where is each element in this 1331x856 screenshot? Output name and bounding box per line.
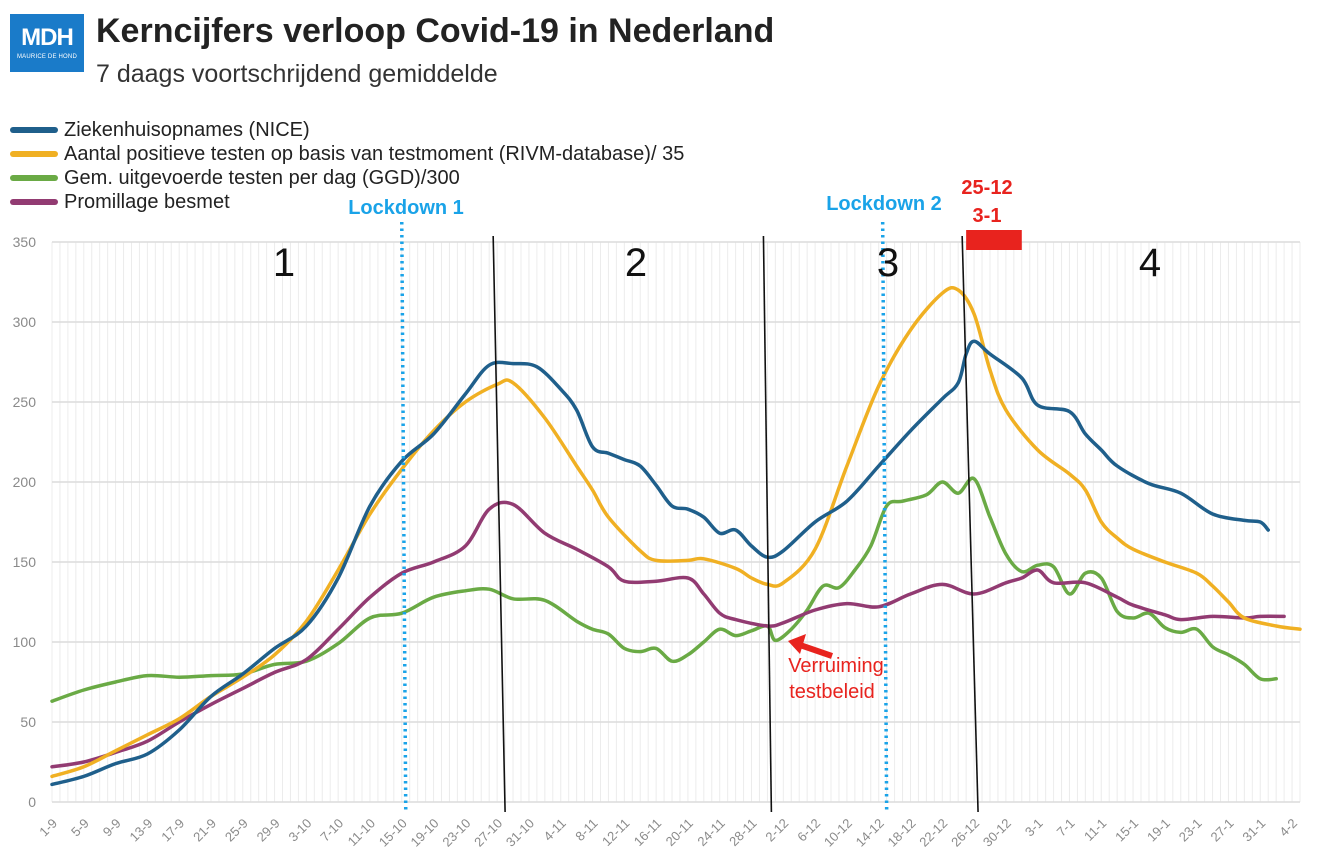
period-label: 4 xyxy=(1139,241,1161,285)
x-tick-label: 27-10 xyxy=(471,816,505,850)
x-tick-label: 9-9 xyxy=(100,816,124,840)
x-tick-label: 8-11 xyxy=(572,816,600,844)
arrow-shaft xyxy=(799,642,833,659)
legend-label: Ziekenhuisopnames (NICE) xyxy=(64,118,310,141)
legend-item: Aantal positieve testen op basis van tes… xyxy=(10,142,684,166)
x-tick-label: 4-2 xyxy=(1276,816,1300,840)
overlay-layer: Lockdown 1 Lockdown 2 25-12 3-1 1 2 3 4 Verruimi… xyxy=(273,177,1161,813)
x-tick-label: 7-1 xyxy=(1054,816,1078,840)
mdh-logo: MDH MAURICE DE HOND xyxy=(10,14,84,72)
x-tick-label: 10-12 xyxy=(821,816,855,850)
christmas-label-2: 3-1 xyxy=(973,205,1002,227)
period-divider xyxy=(961,235,979,813)
logo-mark: MDH xyxy=(21,24,74,51)
legend-item: Promillage besmet xyxy=(10,190,684,214)
x-tick-label: 25-9 xyxy=(222,816,251,845)
christmas-label-1: 25-12 xyxy=(961,177,1012,199)
x-tick-label: 4-11 xyxy=(541,816,569,844)
x-tick-label: 23-10 xyxy=(439,816,473,850)
x-tick-label: 31-10 xyxy=(503,816,537,850)
series-line-2 xyxy=(50,476,1278,703)
y-tick-label: 150 xyxy=(13,554,37,570)
legend-item: Ziekenhuisopnames (NICE) xyxy=(10,118,684,142)
chart-subtitle: 7 daags voortschrijdend gemiddelde xyxy=(96,60,498,88)
verruiming-label: Verruiming xyxy=(788,655,884,677)
y-tick-label: 350 xyxy=(13,234,37,250)
x-tick-label: 11-1 xyxy=(1081,816,1109,844)
x-tick-label: 11-10 xyxy=(345,816,378,849)
x-tick-label: 21-9 xyxy=(190,816,219,845)
x-tick-label: 2-12 xyxy=(762,816,791,845)
x-tick-label: 26-12 xyxy=(948,816,982,850)
x-tick-label: 15-1 xyxy=(1112,816,1141,845)
period-divider xyxy=(762,235,773,813)
series-line-3 xyxy=(50,500,1286,769)
x-tick-label: 13-9 xyxy=(126,816,155,845)
y-tick-label: 0 xyxy=(28,794,36,810)
x-tick-label: 16-11 xyxy=(631,816,664,849)
x-tick-label: 3-1 xyxy=(1022,816,1046,840)
x-tick-label: 20-11 xyxy=(663,816,696,849)
grid-layer xyxy=(51,241,1301,803)
y-tick-label: 250 xyxy=(13,394,37,410)
series-line-0 xyxy=(50,339,1270,787)
x-tick-label: 30-12 xyxy=(980,816,1014,850)
x-tick-label: 5-9 xyxy=(68,816,92,840)
x-tick-label: 27-1 xyxy=(1208,816,1237,845)
legend: Ziekenhuisopnames (NICE) Aantal positieve… xyxy=(10,118,684,214)
lockdown-1-label: Lockdown 1 xyxy=(348,197,464,219)
y-tick-label: 100 xyxy=(13,634,37,650)
x-tick-label: 6-12 xyxy=(794,816,823,845)
y-tick-label: 50 xyxy=(20,714,36,730)
x-tick-label: 31-1 xyxy=(1239,816,1268,845)
series-layer xyxy=(50,285,1302,787)
series-line-1 xyxy=(50,285,1302,779)
period-label: 3 xyxy=(877,241,899,285)
x-tick-label: 3-10 xyxy=(285,816,314,845)
x-tick-label: 17-9 xyxy=(158,816,187,845)
legend-swatch xyxy=(10,175,58,181)
x-tick-label: 15-10 xyxy=(376,816,410,850)
x-tick-label: 29-9 xyxy=(254,816,283,845)
x-tick-label: 19-1 xyxy=(1144,816,1173,845)
x-tick-label: 28-11 xyxy=(726,816,759,849)
legend-label: Gem. uitgevoerde testen per dag (GGD)/30… xyxy=(64,166,460,189)
y-tick-label: 300 xyxy=(13,314,37,330)
legend-item: Gem. uitgevoerde testen per dag (GGD)/30… xyxy=(10,166,684,190)
legend-label: Aantal positieve testen op basis van tes… xyxy=(64,142,685,165)
legend-swatch xyxy=(10,199,58,205)
y-tick-label: 200 xyxy=(13,474,37,490)
x-tick-label: 22-12 xyxy=(916,816,950,850)
x-tick-label: 18-12 xyxy=(885,816,919,850)
period-divider xyxy=(492,235,506,813)
x-tick-label: 1-9 xyxy=(36,816,60,840)
chart-title: Kerncijfers verloop Covid-19 in Nederlan… xyxy=(96,12,775,50)
x-tick-label: 19-10 xyxy=(408,816,442,850)
period-label: 1 xyxy=(273,241,295,285)
lockdown-line xyxy=(880,221,889,813)
arrow-head xyxy=(788,634,806,654)
x-tick-label: 14-12 xyxy=(853,816,887,850)
legend-swatch xyxy=(10,151,58,157)
x-tick-label: 7-10 xyxy=(317,816,346,845)
lockdown-2-label: Lockdown 2 xyxy=(826,193,942,215)
legend-label: Promillage besmet xyxy=(64,190,230,213)
period-label: 2 xyxy=(625,241,647,285)
testbeleid-label: testbeleid xyxy=(789,681,875,703)
x-tick-label: 24-11 xyxy=(694,816,727,849)
x-tick-label: 23-1 xyxy=(1176,816,1205,845)
logo-subtext: MAURICE DE HOND xyxy=(16,54,77,60)
lockdown-line xyxy=(400,221,408,813)
legend-swatch xyxy=(10,127,58,133)
christmas-box xyxy=(966,230,1022,250)
x-tick-label: 12-11 xyxy=(599,816,632,849)
